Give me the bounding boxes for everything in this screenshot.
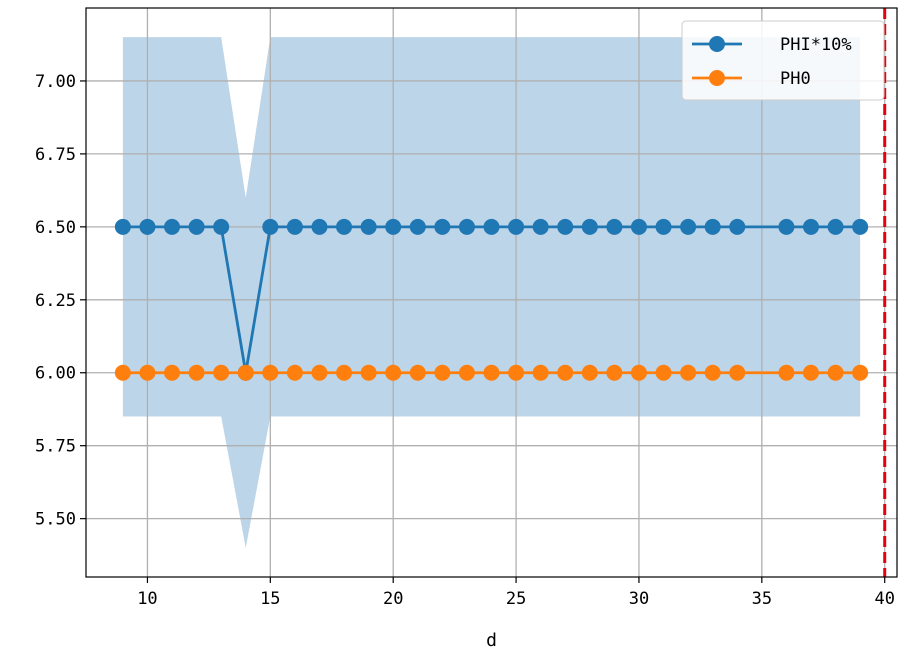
data-point [532, 218, 549, 235]
y-tick-label: 6.50 [35, 218, 76, 238]
data-point [729, 364, 746, 381]
data-point [360, 218, 377, 235]
data-point [139, 364, 156, 381]
legend-swatch-marker [709, 36, 725, 52]
legend-swatch-marker [709, 70, 725, 86]
data-point [434, 218, 451, 235]
data-point [311, 364, 328, 381]
confidence-band [122, 37, 861, 548]
data-point [360, 364, 377, 381]
data-point [483, 218, 500, 235]
y-tick-label: 6.75 [35, 145, 76, 165]
data-point [262, 364, 279, 381]
data-point [729, 218, 746, 235]
data-point [139, 218, 156, 235]
data-point [802, 364, 819, 381]
x-tick-label: 20 [383, 589, 403, 609]
data-point [409, 364, 426, 381]
axis-ticks: 10 15 20 25 30 35 40 5.50 5.75 6.00 6.25 6.50 6.75 7.… [35, 72, 895, 609]
legend: PHI*10% PH0 [681, 20, 885, 101]
data-point [114, 218, 131, 235]
data-point [852, 218, 869, 235]
data-point [213, 218, 230, 235]
y-tick-label: 6.25 [35, 291, 76, 311]
data-point [336, 218, 353, 235]
x-tick-label: 10 [137, 589, 157, 609]
data-point [606, 364, 623, 381]
data-point [237, 364, 254, 381]
data-point [802, 218, 819, 235]
data-point [483, 364, 500, 381]
y-tick-label: 6.00 [35, 364, 76, 384]
data-point [188, 218, 205, 235]
plot-frame [85, 7, 898, 578]
legend-item-1: PHI*10% [692, 35, 852, 55]
y-tick-label: 7.00 [35, 72, 76, 92]
data-point [508, 218, 525, 235]
legend-item-2: PH0 [692, 69, 811, 89]
data-point [385, 364, 402, 381]
series-layer [114, 218, 869, 381]
x-tick-label: 15 [260, 589, 280, 609]
data-point [286, 364, 303, 381]
data-point [704, 218, 721, 235]
data-point [581, 218, 598, 235]
data-point [311, 218, 328, 235]
data-point [680, 218, 697, 235]
data-point [434, 364, 451, 381]
data-point [532, 364, 549, 381]
data-point [114, 364, 131, 381]
data-point [458, 364, 475, 381]
data-point [827, 364, 844, 381]
data-point [557, 364, 574, 381]
data-point [262, 218, 279, 235]
legend-label: PH0 [780, 69, 811, 89]
data-point [655, 364, 672, 381]
x-tick-label: 35 [752, 589, 772, 609]
data-point [409, 218, 426, 235]
data-point [385, 218, 402, 235]
data-point [581, 364, 598, 381]
data-point [827, 218, 844, 235]
data-point [704, 364, 721, 381]
data-point [188, 364, 205, 381]
x-tick-label: 40 [874, 589, 894, 609]
data-point [508, 364, 525, 381]
x-tick-label: 25 [506, 589, 526, 609]
data-point [164, 218, 181, 235]
data-point [458, 218, 475, 235]
data-point [630, 364, 647, 381]
data-point [852, 364, 869, 381]
band-area [122, 37, 861, 548]
data-point [336, 364, 353, 381]
data-point [557, 218, 574, 235]
data-point [655, 218, 672, 235]
legend-box [681, 20, 885, 101]
x-axis-label: d [486, 630, 497, 651]
series-2 [114, 364, 869, 381]
x-tick-label: 30 [629, 589, 649, 609]
y-tick-label: 5.50 [35, 510, 76, 530]
data-point [778, 364, 795, 381]
data-point [606, 218, 623, 235]
y-tick-label: 5.75 [35, 437, 76, 457]
data-point [680, 364, 697, 381]
data-point [286, 218, 303, 235]
data-point [778, 218, 795, 235]
data-point [630, 218, 647, 235]
data-point [164, 364, 181, 381]
legend-label: PHI*10% [780, 35, 852, 55]
data-point [213, 364, 230, 381]
